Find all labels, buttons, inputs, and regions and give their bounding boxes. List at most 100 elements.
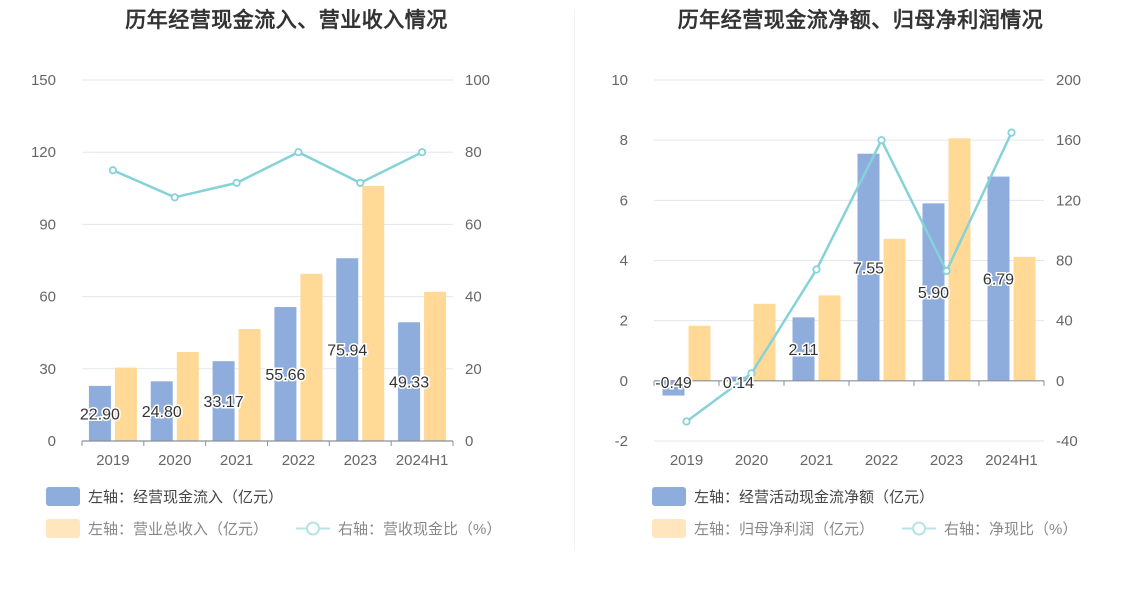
legend-label: 左轴：经营活动现金流净额（亿元） [694, 489, 935, 506]
legend-item-right-1[interactable]: 左轴：归母净利润（亿元） [652, 518, 874, 539]
legend-item-right-2[interactable]: 右轴：净现比（%） [902, 518, 1077, 539]
bar-blue [88, 385, 111, 441]
bar-yellow [1013, 256, 1036, 381]
left-axis-tick: 120 [31, 144, 56, 161]
legend-item-left-0[interactable]: 左轴：经营现金流入（亿元） [46, 486, 283, 507]
ratio-point [232, 178, 241, 187]
bar-data-label: 75.94 [327, 343, 367, 360]
x-axis-label: 2020 [158, 452, 191, 469]
x-axis-label: 2021 [220, 452, 253, 469]
right-axis-tick: 80 [465, 144, 482, 161]
bar-yellow [176, 351, 199, 441]
right-axis-tick: 0 [1056, 373, 1064, 390]
bar-data-label: 49.33 [389, 375, 429, 392]
x-axis-label: 2019 [96, 452, 129, 469]
legend-swatch-blue [652, 487, 686, 506]
bar-blue [336, 258, 359, 441]
ratio-point [170, 193, 179, 202]
x-axis-label: 2022 [282, 452, 315, 469]
left-axis-tick: -2 [615, 433, 628, 450]
bar-yellow [114, 367, 137, 441]
x-axis-label: 2020 [735, 452, 768, 469]
ratio-point [1007, 128, 1016, 137]
x-axis-label: 2023 [930, 452, 963, 469]
bar-yellow [300, 273, 323, 441]
chart-panel-right: 历年经营现金流净额、归母净利润情况 10 8 6 4 2 0 -2 200 160 120 80 40… [574, 0, 1147, 589]
ratio-point [356, 178, 365, 187]
ratio-point [294, 148, 303, 157]
ratio-point [812, 265, 821, 274]
bar-data-label: 2.11 [789, 342, 819, 359]
right-axis-tick: 100 [465, 72, 490, 89]
bar-blue [792, 317, 815, 381]
legend-item-left-1[interactable]: 左轴：营业总收入（亿元） [46, 518, 268, 539]
chart-title-right: 历年经营现金流净额、归母净利润情况 [677, 9, 1044, 32]
bar-yellow [883, 238, 906, 381]
legend-label: 右轴：营收现金比（%） [338, 521, 502, 538]
bar-data-label: 24.80 [142, 404, 182, 421]
ratio-point [108, 166, 118, 175]
x-axis-label: 2024H1 [396, 452, 449, 469]
legend-item-left-2[interactable]: 右轴：营收现金比（%） [296, 518, 501, 539]
legend-label: 左轴：经营现金流入（亿元） [88, 489, 284, 506]
bar-blue [857, 153, 880, 381]
ratio-point [682, 417, 691, 426]
legend-swatch-yellow [652, 519, 686, 538]
bar-yellow [948, 138, 971, 381]
right-axis-tick: 60 [465, 216, 482, 233]
right-axis-tick: 120 [1056, 192, 1081, 209]
legend-swatch-yellow [46, 519, 80, 538]
left-axis-tick: 0 [48, 433, 56, 450]
right-axis-tick: 40 [1056, 313, 1073, 330]
x-axis-label: 2024H1 [985, 452, 1038, 469]
legend-item-right-0[interactable]: 左轴：经营活动现金流净额（亿元） [652, 486, 934, 507]
left-axis-tick: 30 [39, 361, 56, 378]
bar-yellow [238, 329, 261, 441]
chart-plot-right: 10 8 6 4 2 0 -2 200 160 120 80 40 0 -40 2019 2020 2021 20… [611, 72, 1081, 469]
ratio-point [942, 266, 951, 276]
bar-blue [922, 203, 945, 381]
bar-blue [212, 361, 235, 441]
bar-data-label: 33.17 [204, 394, 244, 411]
chart-plot-left: 150 120 90 60 30 0 100 80 60 40 20 0 2019 2020 2021 202… [31, 72, 490, 469]
legend-label: 左轴：归母净利润（亿元） [694, 521, 875, 538]
chart-panel-left: 历年经营现金流入、营业收入情况 150 120 90 60 30 0 100 80 60 40 20… [0, 0, 573, 589]
bar-blue [727, 376, 750, 381]
x-axis-label: 2021 [800, 452, 833, 469]
left-axis-tick: 0 [620, 373, 628, 390]
left-axis-tick: 60 [39, 289, 56, 306]
bar-yellow [424, 291, 447, 441]
bar-data-label: 6.79 [983, 272, 1014, 289]
panel-divider [574, 10, 575, 550]
left-axis-tick: 90 [39, 216, 56, 233]
left-axis-tick: 4 [620, 253, 628, 270]
right-axis-tick: 0 [465, 433, 473, 450]
bar-blue [150, 381, 173, 441]
left-axis-tick: 6 [620, 192, 628, 209]
left-axis-tick: 8 [620, 132, 628, 149]
left-axis-tick: 2 [620, 313, 628, 330]
x-axis-label: 2019 [670, 452, 703, 469]
chart-title-left: 历年经营现金流入、营业收入情况 [125, 9, 448, 32]
bar-data-label: 5.90 [918, 285, 949, 302]
bar-data-label: -0.49 [655, 375, 692, 392]
legend-swatch-blue [46, 487, 80, 506]
legend-label: 左轴：营业总收入（亿元） [88, 521, 269, 538]
ratio-point [877, 136, 886, 145]
right-axis-tick: 40 [465, 289, 482, 306]
left-axis-tick: 150 [31, 72, 56, 89]
ratio-line [112, 150, 423, 199]
bar-blue [662, 380, 685, 396]
ratio-point [747, 369, 756, 378]
bar-blue [398, 322, 421, 441]
bar-yellow [362, 185, 385, 441]
bar-yellow [818, 295, 841, 381]
bar-data-label: 55.66 [265, 367, 305, 384]
legend-line-icon [902, 519, 936, 538]
bar-blue [274, 307, 297, 441]
bar-data-label: 7.55 [853, 260, 884, 277]
bar-data-label: 22.90 [80, 406, 120, 423]
bar-blue [987, 176, 1010, 381]
right-axis-tick: 200 [1056, 72, 1081, 89]
ratio-point [417, 148, 427, 157]
